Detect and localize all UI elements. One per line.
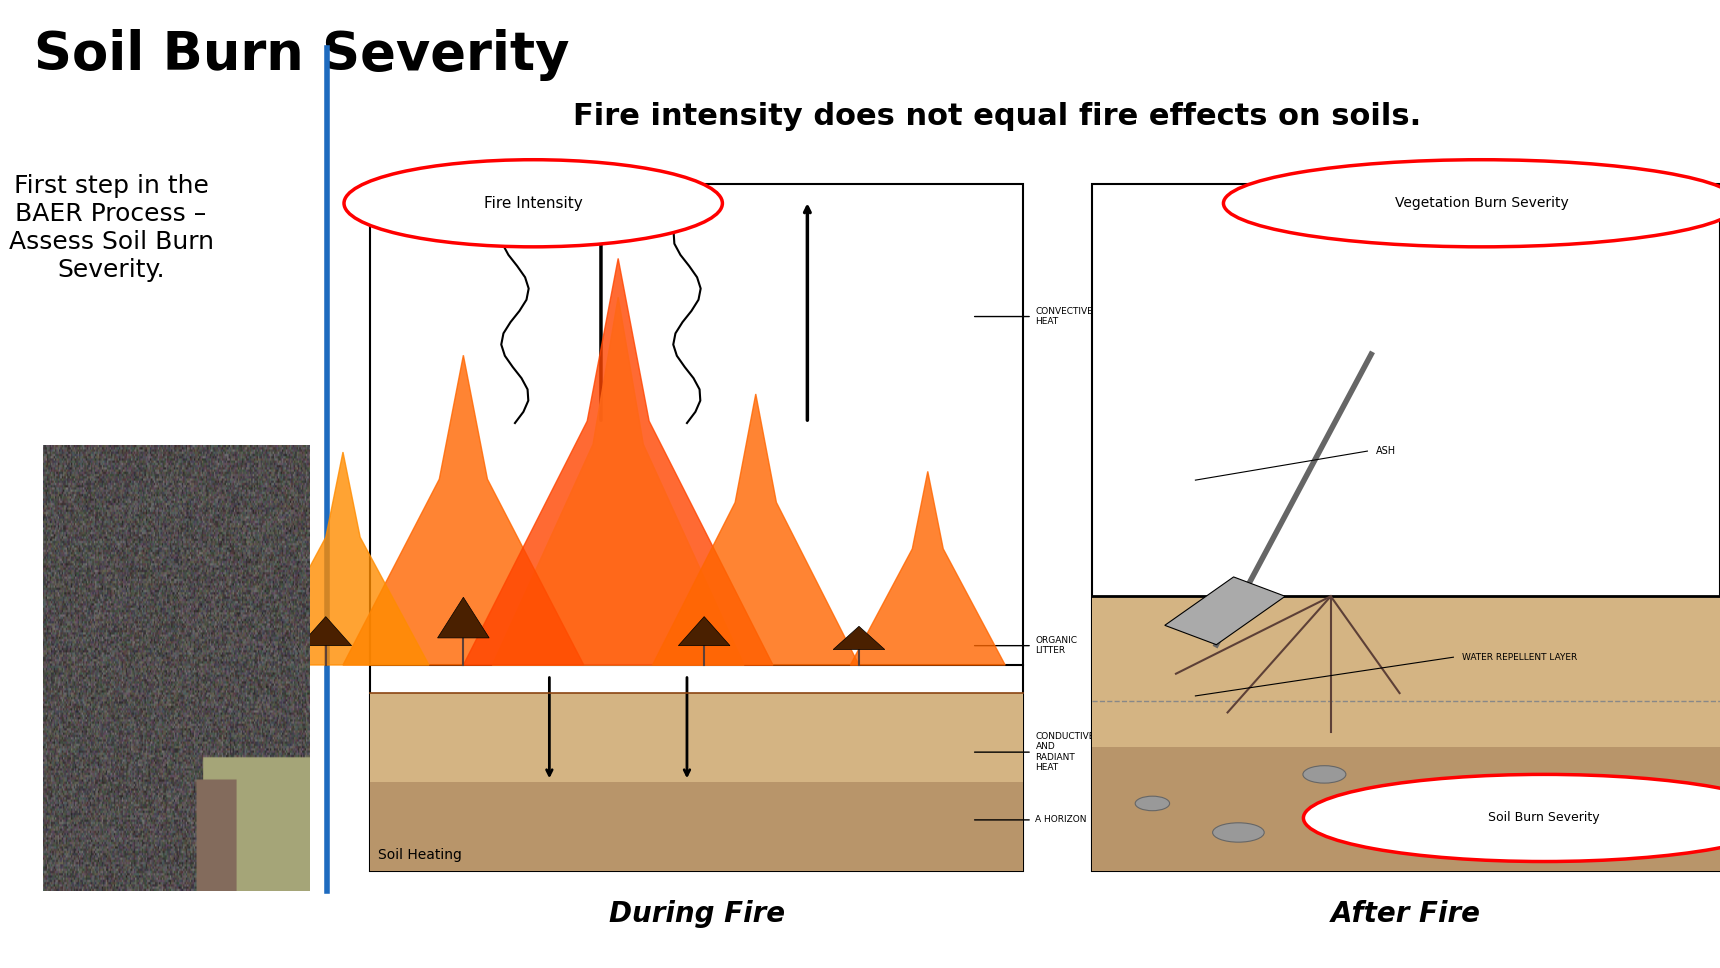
Bar: [370, 692, 1023, 871]
Bar: [370, 782, 1023, 871]
FancyBboxPatch shape: [1092, 184, 1720, 871]
FancyBboxPatch shape: [370, 184, 1023, 871]
Bar: [1092, 747, 1720, 871]
Ellipse shape: [344, 160, 722, 247]
Text: Fire Intensity: Fire Intensity: [483, 196, 583, 211]
Polygon shape: [492, 297, 745, 665]
Text: Soil Burn Severity: Soil Burn Severity: [34, 29, 569, 81]
Ellipse shape: [1135, 796, 1170, 811]
Text: ASH: ASH: [1376, 446, 1397, 456]
Text: After Fire: After Fire: [1331, 900, 1481, 928]
Polygon shape: [678, 617, 729, 646]
Text: Vegetation Burn Severity: Vegetation Burn Severity: [1395, 197, 1569, 210]
Ellipse shape: [1536, 832, 1596, 853]
Polygon shape: [850, 471, 1004, 665]
Text: CONVECTIVE
HEAT: CONVECTIVE HEAT: [1035, 307, 1094, 326]
Text: CONDUCTIVE
AND
RADIANT
HEAT: CONDUCTIVE AND RADIANT HEAT: [1035, 732, 1096, 772]
Ellipse shape: [1223, 160, 1720, 247]
Polygon shape: [652, 394, 858, 665]
Ellipse shape: [1304, 766, 1347, 783]
Polygon shape: [256, 452, 428, 665]
Text: WATER REPELLENT LAYER: WATER REPELLENT LAYER: [1462, 652, 1577, 662]
Polygon shape: [463, 258, 772, 665]
Text: Fire intensity does not equal fire effects on soils.: Fire intensity does not equal fire effec…: [573, 102, 1422, 131]
Text: ORGANIC
LITTER: ORGANIC LITTER: [1035, 636, 1077, 655]
Text: A HORIZON: A HORIZON: [1035, 815, 1087, 825]
Text: First step in the
BAER Process –
Assess Soil Burn
Severity.: First step in the BAER Process – Assess …: [9, 174, 213, 282]
Polygon shape: [832, 626, 884, 650]
Polygon shape: [1164, 577, 1285, 645]
Ellipse shape: [1213, 823, 1264, 842]
Polygon shape: [342, 355, 583, 665]
Text: Soil Burn Severity: Soil Burn Severity: [1488, 811, 1600, 825]
Polygon shape: [437, 597, 488, 638]
Text: Soil Heating: Soil Heating: [378, 848, 463, 862]
Text: During Fire: During Fire: [609, 900, 784, 928]
Ellipse shape: [1304, 774, 1720, 862]
Ellipse shape: [1376, 802, 1445, 825]
Polygon shape: [299, 617, 351, 646]
Bar: [1092, 596, 1720, 871]
